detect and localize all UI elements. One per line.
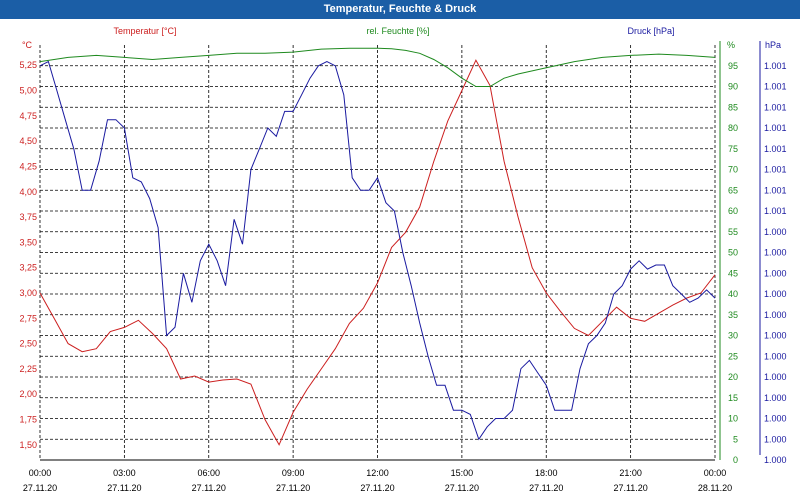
pressure-tick-label: 1.000	[764, 310, 787, 320]
temp-tick-label: 4,00	[19, 187, 37, 197]
humidity-tick-label: 70	[728, 165, 738, 175]
x-tick-label-date: 27.11.20	[23, 483, 57, 493]
x-tick-label-time: 00:00	[29, 468, 52, 478]
x-tick-label-date: 27.11.20	[529, 483, 563, 493]
pressure-tick-label: 1.000	[764, 268, 787, 278]
temp-tick-label: 2,50	[19, 339, 37, 349]
humidity-tick-label: 85	[728, 102, 738, 112]
temp-tick-label: 3,25	[19, 263, 37, 273]
humidity-tick-label: 55	[728, 227, 738, 237]
temp-tick-label: 5,00	[19, 86, 37, 96]
x-tick-label-date: 27.11.20	[192, 483, 226, 493]
humidity-series-label: rel. Feuchte [%]	[366, 26, 429, 36]
humidity-tick-label: 80	[728, 123, 738, 133]
x-tick-label-time: 18:00	[535, 468, 558, 478]
pressure-tick-label: 1.001	[764, 185, 787, 195]
temp-tick-label: 4,75	[19, 111, 37, 121]
pressure-tick-label: 1.000	[764, 289, 787, 299]
humidity-tick-label: 30	[728, 331, 738, 341]
pressure-series-label: Druck [hPa]	[627, 26, 674, 36]
pressure-axis-unit: hPa	[765, 40, 781, 50]
pressure-tick-label: 1.000	[764, 227, 787, 237]
x-tick-label-time: 21:00	[619, 468, 642, 478]
x-tick-label-date: 27.11.20	[276, 483, 310, 493]
pressure-tick-label: 1.001	[764, 206, 787, 216]
pressure-tick-label: 1.001	[764, 102, 787, 112]
pressure-tick-label: 1.000	[764, 455, 787, 465]
x-tick-label-date: 27.11.20	[107, 483, 141, 493]
temp-tick-label: 5,25	[19, 60, 37, 70]
temp-tick-label: 1,75	[19, 415, 37, 425]
humidity-line	[39, 47, 716, 87]
x-tick-label-date: 27.11.20	[613, 483, 647, 493]
humidity-tick-label: 20	[728, 372, 738, 382]
x-tick-label-time: 15:00	[451, 468, 474, 478]
humidity-tick-label: 10	[728, 414, 738, 424]
pressure-tick-label: 1.001	[764, 123, 787, 133]
temp-tick-label: 2,75	[19, 313, 37, 323]
x-tick-label-time: 03:00	[113, 468, 136, 478]
pressure-tick-label: 1.000	[764, 331, 787, 341]
temp-tick-label: 2,25	[19, 364, 37, 374]
humidity-tick-label: 25	[728, 351, 738, 361]
x-tick-label-time: 12:00	[366, 468, 389, 478]
temp-tick-label: 2,00	[19, 389, 37, 399]
temperature-line	[39, 59, 716, 446]
temp-tick-label: 1,50	[19, 440, 37, 450]
pressure-line	[39, 60, 716, 441]
x-tick-label-date: 27.11.20	[360, 483, 394, 493]
humidity-tick-label: 90	[728, 82, 738, 92]
x-tick-label-time: 09:00	[282, 468, 305, 478]
humidity-tick-label: 5	[733, 434, 738, 444]
pressure-tick-label: 1.001	[764, 165, 787, 175]
temp-tick-label: 3,00	[19, 288, 37, 298]
temp-tick-label: 4,50	[19, 136, 37, 146]
pressure-tick-label: 1.001	[764, 61, 787, 71]
temp-tick-label: 3,75	[19, 212, 37, 222]
x-tick-label-time: 00:00	[704, 468, 727, 478]
pressure-tick-label: 1.000	[764, 351, 787, 361]
x-tick-label-date: 28.11.20	[698, 483, 732, 493]
pressure-tick-label: 1.000	[764, 393, 787, 403]
x-tick-label-date: 27.11.20	[445, 483, 479, 493]
pressure-tick-label: 1.001	[764, 144, 787, 154]
humidity-tick-label: 95	[728, 61, 738, 71]
humidity-tick-label: 50	[728, 248, 738, 258]
pressure-tick-label: 1.000	[764, 248, 787, 258]
humidity-tick-label: 75	[728, 144, 738, 154]
humidity-tick-label: 40	[728, 289, 738, 299]
pressure-tick-label: 1.000	[764, 434, 787, 444]
humidity-tick-label: 15	[728, 393, 738, 403]
pressure-tick-label: 1.001	[764, 82, 787, 92]
humidity-tick-label: 0	[733, 455, 738, 465]
temp-axis-unit: °C	[22, 40, 33, 50]
humidity-tick-label: 65	[728, 185, 738, 195]
temperature-series-label: Temperatur [°C]	[113, 26, 176, 36]
temp-tick-label: 3,50	[19, 237, 37, 247]
humidity-tick-label: 60	[728, 206, 738, 216]
pressure-tick-label: 1.000	[764, 372, 787, 382]
humidity-axis-unit: %	[727, 40, 735, 50]
temp-tick-label: 4,25	[19, 161, 37, 171]
humidity-tick-label: 35	[728, 310, 738, 320]
humidity-tick-label: 45	[728, 268, 738, 278]
pressure-tick-label: 1.000	[764, 414, 787, 424]
chart-title: Temperatur, Feuchte & Druck	[0, 0, 800, 19]
x-tick-label-time: 06:00	[197, 468, 220, 478]
